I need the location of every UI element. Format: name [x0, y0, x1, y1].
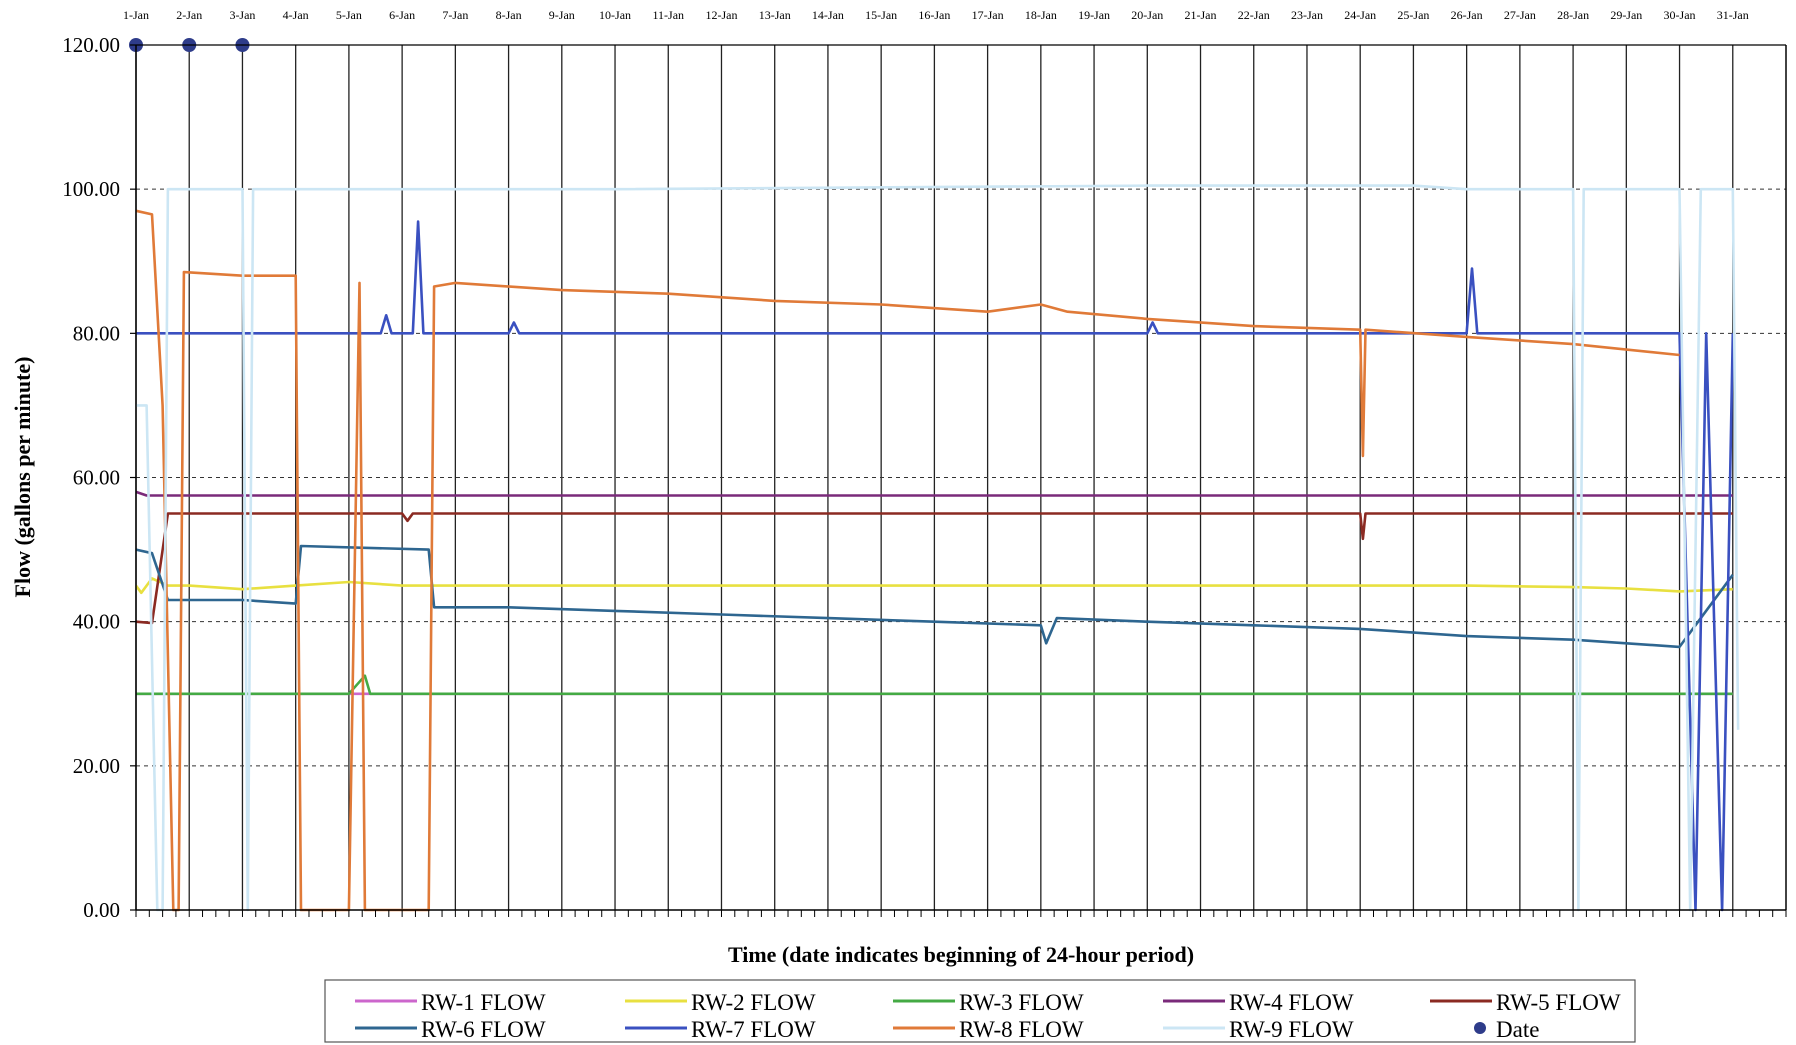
legend-marker-swatch	[1474, 1022, 1486, 1034]
x-tick-label: 30-Jan	[1664, 8, 1696, 22]
series-lines	[134, 184, 1740, 912]
y-tick-label: 0.00	[83, 898, 120, 922]
y-tick-label: 40.00	[73, 610, 120, 634]
x-tick-label: 17-Jan	[972, 8, 1004, 22]
x-tick-label: 20-Jan	[1131, 8, 1163, 22]
y-tick-label: 60.00	[73, 466, 120, 490]
legend-label: RW-1 FLOW	[421, 990, 546, 1015]
x-tick-label: 4-Jan	[283, 8, 309, 22]
x-tick-label: 22-Jan	[1238, 8, 1270, 22]
x-tick-label: 21-Jan	[1185, 8, 1217, 22]
x-tick-label: 27-Jan	[1504, 8, 1536, 22]
x-tick-label: 16-Jan	[918, 8, 950, 22]
tick-labels: 1-Jan 2-Jan 3-Jan 4-Jan 5-Jan 6-Jan 7-Jan 8-Jan…	[62, 8, 1749, 922]
x-tick-label: 1-Jan	[123, 8, 149, 22]
x-tick-label: 8-Jan	[496, 8, 522, 22]
axes	[130, 44, 1787, 917]
x-tick-label: 25-Jan	[1397, 8, 1429, 22]
series-line-rw-4-flow	[135, 490, 1733, 497]
legend-label: RW-9 FLOW	[1229, 1017, 1354, 1042]
x-tick-label: 13-Jan	[759, 8, 791, 22]
y-tick-label: 20.00	[73, 754, 120, 778]
x-tick-label: 15-Jan	[865, 8, 897, 22]
x-tick-label: 3-Jan	[229, 8, 255, 22]
x-tick-label: 11-Jan	[652, 8, 684, 22]
legend-box	[324, 979, 1636, 1043]
x-tick-label: 7-Jan	[442, 8, 468, 22]
x-tick-label: 28-Jan	[1557, 8, 1589, 22]
y-tick-label: 80.00	[73, 321, 120, 345]
x-tick-label: 14-Jan	[812, 8, 844, 22]
x-tick-label: 10-Jan	[599, 8, 631, 22]
x-tick-label: 2-Jan	[176, 8, 202, 22]
legend-label: RW-6 FLOW	[421, 1017, 546, 1042]
x-tick-label: 18-Jan	[1025, 8, 1057, 22]
legend-label: RW-3 FLOW	[959, 990, 1084, 1015]
x-tick-label: 19-Jan	[1078, 8, 1110, 22]
series-line-rw-7-flow	[136, 220, 1735, 912]
legend-label: RW-4 FLOW	[1229, 990, 1354, 1015]
legend-label: RW-5 FLOW	[1496, 990, 1621, 1015]
series-line-rw-6-flow	[135, 544, 1734, 649]
x-tick-label: 6-Jan	[389, 8, 415, 22]
x-tick-label: 23-Jan	[1291, 8, 1323, 22]
x-axis-title: Time (date indicates beginning of 24-hou…	[728, 942, 1194, 967]
y-tick-label: 100.00	[62, 177, 120, 201]
x-tick-label: 31-Jan	[1717, 8, 1749, 22]
legend-label: RW-8 FLOW	[959, 1017, 1084, 1042]
x-tick-label: 5-Jan	[336, 8, 362, 22]
legend-label: Date	[1496, 1017, 1539, 1042]
series-line-rw-3-flow	[136, 674, 1733, 696]
x-tick-label: 26-Jan	[1451, 8, 1483, 22]
y-tick-label: 120.00	[62, 33, 120, 57]
legend-label: RW-7 FLOW	[691, 1017, 816, 1042]
x-tick-label: 29-Jan	[1610, 8, 1642, 22]
x-tick-label: 24-Jan	[1344, 8, 1376, 22]
y-axis-title: Flow (gallons per minute)	[10, 357, 35, 598]
legend-label: RW-2 FLOW	[691, 990, 816, 1015]
series-line-rw-5-flow	[135, 512, 1733, 625]
x-tick-label: 12-Jan	[705, 8, 737, 22]
legend: RW-1 FLOW RW-2 FLOW RW-3 FLOW RW-4 FLOW RW-5…	[324, 979, 1636, 1043]
x-tick-label: 9-Jan	[549, 8, 575, 22]
series-line-rw-8-flow	[135, 209, 1680, 912]
series-line-rw-9-flow	[136, 184, 1740, 912]
